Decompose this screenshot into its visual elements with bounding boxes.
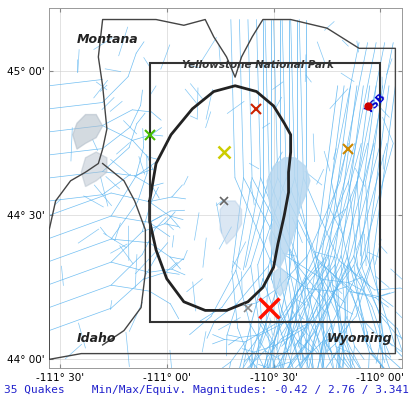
- Text: Wyoming: Wyoming: [326, 332, 392, 345]
- Polygon shape: [81, 152, 107, 186]
- Polygon shape: [273, 267, 286, 296]
- Polygon shape: [267, 158, 309, 267]
- Text: 35 Quakes    Min/Max/Equiv. Magnitudes: -0.42 / 2.76 / 3.341: 35 Quakes Min/Max/Equiv. Magnitudes: -0.…: [4, 385, 408, 395]
- Bar: [149, 63, 380, 322]
- Polygon shape: [220, 201, 241, 244]
- Text: Yellowstone National Park: Yellowstone National Park: [181, 60, 333, 70]
- Polygon shape: [72, 114, 102, 149]
- Text: Idaho: Idaho: [77, 332, 116, 345]
- Text: YSB: YSB: [362, 92, 387, 116]
- Text: Montana: Montana: [77, 32, 138, 46]
